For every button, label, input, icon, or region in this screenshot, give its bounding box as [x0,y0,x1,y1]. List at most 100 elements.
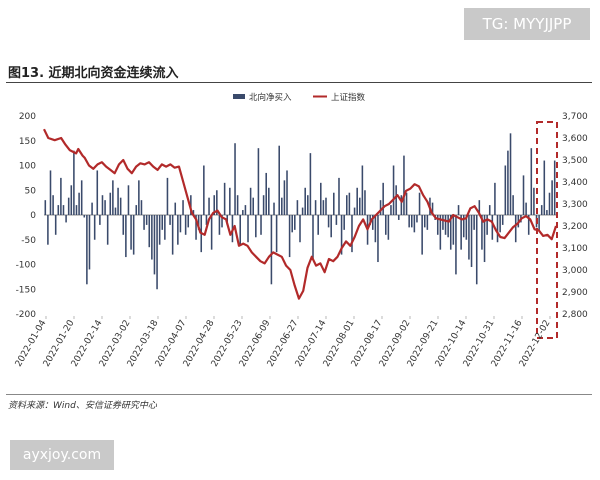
right-tick-label: 2,900 [562,288,588,298]
bar [330,215,332,238]
bar [125,215,127,258]
bar [538,215,540,230]
bar [283,180,286,215]
bar [377,215,379,263]
bar [171,215,174,255]
bar [132,215,135,255]
bar [88,215,91,270]
bar [205,215,208,225]
bar [190,195,192,215]
bar [392,165,395,215]
bar [327,215,330,228]
bar [410,215,413,228]
bar [543,160,546,215]
bar [317,215,319,235]
bar [166,177,169,216]
bar [109,192,112,215]
bar [99,215,101,225]
bar [320,182,322,215]
left-tick-label: -150 [16,285,37,295]
legend-bar-swatch [233,94,245,99]
bar [281,197,283,215]
bar [361,165,364,215]
bar [371,215,374,230]
bar [75,205,78,215]
bar [223,182,226,215]
bar [179,215,182,233]
source-divider [6,394,592,395]
bar [413,215,416,233]
bar [379,200,382,215]
bar [106,215,109,245]
bar [346,195,348,215]
bar [286,170,288,215]
bar [322,200,325,215]
legend-line-label: 上证指数 [331,92,366,103]
bar [439,215,442,250]
bar [400,195,403,215]
bar [291,215,293,233]
bar [507,150,509,215]
highlight-box [536,121,558,339]
bar [483,215,486,263]
bar [275,215,278,253]
bar [278,145,280,215]
bar [57,205,60,215]
bar [153,215,156,275]
bar [270,215,273,285]
bar [244,205,247,215]
bar [314,200,317,215]
bar [252,197,254,215]
bar [395,185,397,215]
bar [423,215,426,228]
bar [447,215,449,238]
bar [216,190,218,215]
bar [455,215,457,275]
bar [145,215,148,225]
bar [418,192,421,215]
bar [364,190,366,215]
bar [462,215,465,238]
chart-legend: 北向净买入 上证指数 [233,92,366,103]
bar [509,133,512,215]
right-tick-label: 3,100 [562,244,588,254]
bar [135,205,138,215]
bar [384,215,387,235]
bar [101,195,104,215]
bar [514,215,517,243]
bar [208,197,210,215]
bar [296,200,299,215]
bar [255,215,257,238]
bar [416,215,418,223]
bar [301,207,304,215]
bar [54,215,57,235]
bar [382,182,384,215]
bar [83,215,86,218]
right-tick-label: 3,500 [562,156,588,166]
bar [229,187,231,215]
bar [242,210,244,215]
bar [122,215,125,235]
bar [481,215,483,250]
bar [151,215,153,260]
bar [161,215,164,230]
bar [499,215,501,233]
bar [491,215,494,240]
bar [184,215,187,235]
bar [260,215,262,235]
right-tick-label: 3,600 [562,134,588,144]
bar [431,202,434,216]
bar [299,215,301,243]
bar [348,192,351,215]
bar [47,215,49,245]
right-axis: 3,700 3,600 3,500 3,400 3,300 3,200 3,100 3,000… [562,112,588,320]
bar [343,215,345,230]
bar [465,215,468,240]
bar [304,187,306,215]
bar [67,197,70,215]
left-tick-label: 100 [19,162,36,172]
bar [104,200,106,215]
bar [164,215,166,240]
bar [340,215,343,255]
bar [192,210,195,215]
